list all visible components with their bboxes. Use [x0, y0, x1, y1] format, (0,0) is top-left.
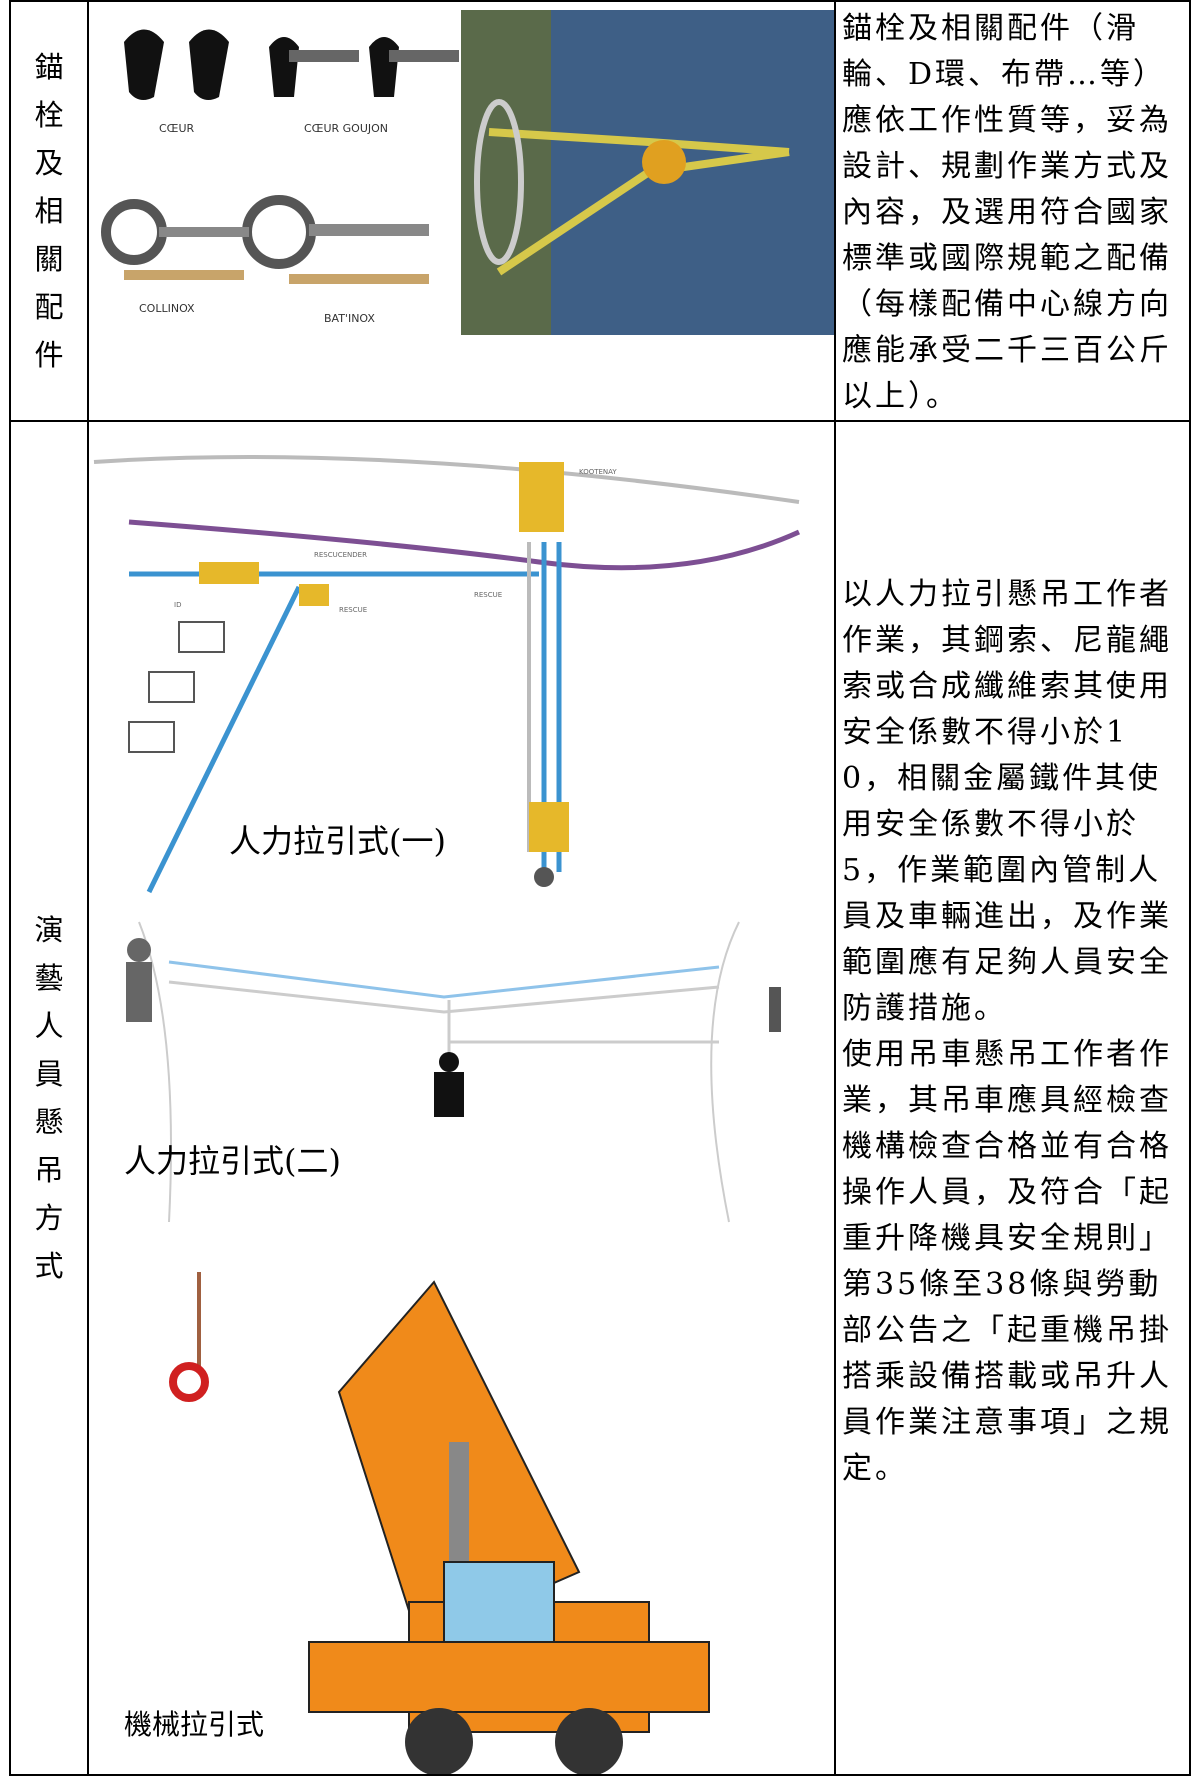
- image-caption: 人力拉引式(一): [229, 822, 446, 860]
- label-char: 配: [34, 290, 64, 324]
- label-char: 人: [34, 1009, 64, 1043]
- image-caption: CŒUR GOUJON: [304, 122, 388, 135]
- row-label: 錨栓及相關配件: [9, 0, 89, 422]
- image-cell: CŒUR CŒUR GOUJON COLLINOX BAT'INOX: [87, 0, 836, 422]
- image-caption: 機械拉引式: [124, 1708, 264, 1741]
- image-cell: KOOTENAY RESCUCENDER ID RESCUE RESCUE 人力…: [87, 420, 836, 1776]
- row-label: 演藝人員懸吊方式: [9, 420, 89, 1776]
- label-char: 吊: [34, 1153, 64, 1187]
- label-char: 演: [34, 913, 64, 947]
- diagram-label: RESCUE: [474, 591, 502, 599]
- label-char: 式: [34, 1249, 64, 1283]
- diagram-label: RESCUCENDER: [314, 551, 367, 559]
- text-cell: 以人力拉引懸吊工作者作業，其鋼索、尼龍繩索或合成纖維索其使用安全係數不得小於10…: [834, 420, 1191, 1776]
- anchor-images: CŒUR CŒUR GOUJON COLLINOX BAT'INOX: [101, 10, 834, 335]
- label-char: 栓: [34, 98, 64, 132]
- image-caption: 人力拉引式(二): [124, 1142, 341, 1180]
- paragraph: 以人力拉引懸吊工作者作業，其鋼索、尼龍繩索或合成纖維索其使用安全係數不得小於10…: [842, 577, 1172, 1026]
- paragraph: 使用吊車懸吊工作者作業，其吊車應具經檢查機構檢查合格並有合格操作人員，及符合「起…: [842, 1037, 1172, 1486]
- label-char: 方: [34, 1201, 64, 1235]
- label-char: 相: [34, 194, 64, 228]
- label-char: 懸: [34, 1105, 64, 1139]
- image-caption: CŒUR: [159, 122, 195, 135]
- label-char: 件: [34, 338, 64, 372]
- image-caption: COLLINOX: [139, 302, 195, 315]
- diagram-label: RESCUE: [339, 606, 367, 614]
- diagram-label: ID: [174, 601, 181, 609]
- diagram-label: KOOTENAY: [579, 468, 617, 476]
- label-char: 關: [34, 242, 64, 276]
- image-caption: BAT'INOX: [324, 312, 375, 325]
- label-char: 員: [34, 1057, 64, 1091]
- label-char: 及: [34, 146, 64, 180]
- paragraph: 錨栓及相關配件（滑輪、D環、布帶…等）應依工作性質等，妥為設計、規劃作業方式及內…: [842, 11, 1172, 414]
- text-cell: 錨栓及相關配件（滑輪、D環、布帶…等）應依工作性質等，妥為設計、規劃作業方式及內…: [834, 0, 1191, 422]
- suspension-images: KOOTENAY RESCUCENDER ID RESCUE RESCUE 人力…: [93, 455, 801, 1776]
- label-char: 錨: [34, 50, 64, 84]
- label-char: 藝: [34, 961, 64, 995]
